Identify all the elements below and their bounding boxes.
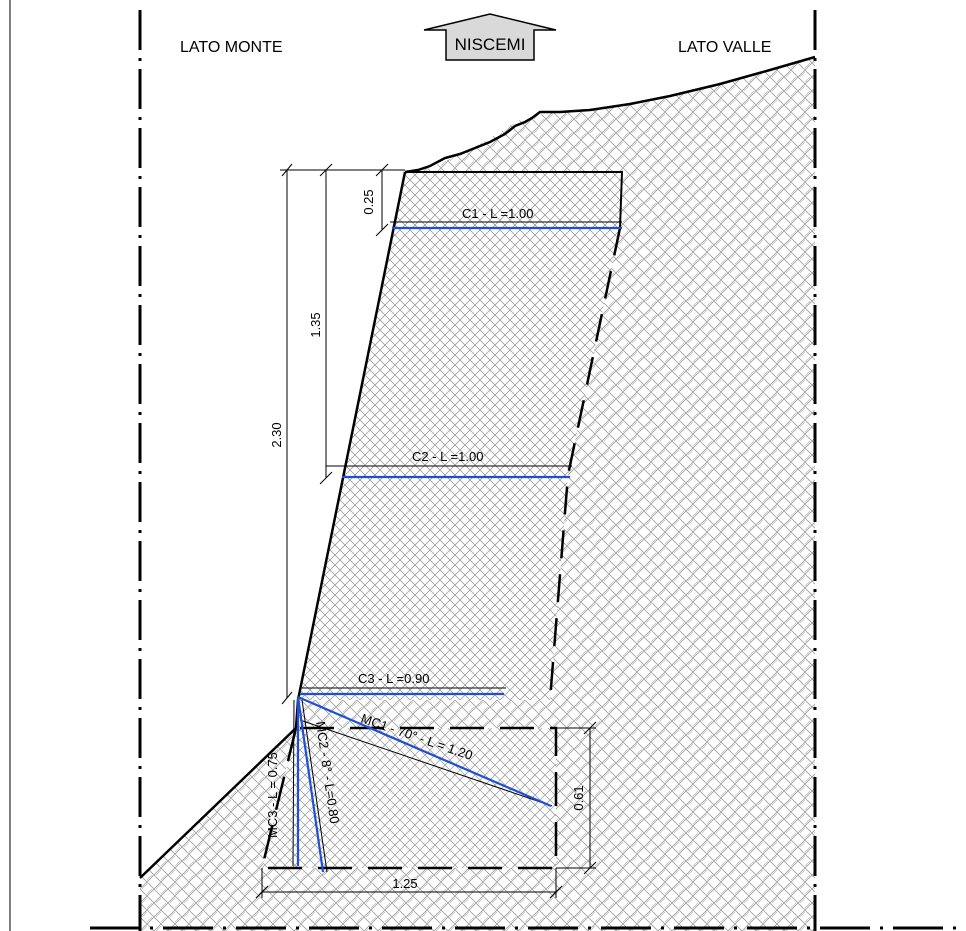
dim-total-height: 2.30 [269,422,284,447]
wall-back-dashed [548,227,622,701]
anchor-outlines [292,699,328,873]
label-c3: C3 - L =0.90 [358,671,429,686]
dim-footing-height: 0.61 [571,785,586,810]
anchor-bars [296,226,622,873]
wall-top [405,171,624,229]
foundation-region [262,728,556,868]
ground-profile [139,55,816,879]
niscemi-arrow-icon [423,13,557,61]
dim-footing-width: 1.25 [392,876,417,891]
dimension-lines [255,163,622,899]
dim-top-cap: 0.25 [361,189,376,214]
lato-monte-label: LATO MONTE [180,39,283,56]
label-mc3: MC3 - L = 0.75 [265,752,280,838]
label-c1: C1 - L =1.00 [462,206,533,221]
dim-upper-height: 1.35 [308,312,323,337]
foundation-outline [260,726,558,870]
niscemi-label: NISCEMI [455,35,526,54]
lato-valle-label: LATO VALLE [678,39,771,56]
label-c2: C2 - L =1.00 [412,449,483,464]
